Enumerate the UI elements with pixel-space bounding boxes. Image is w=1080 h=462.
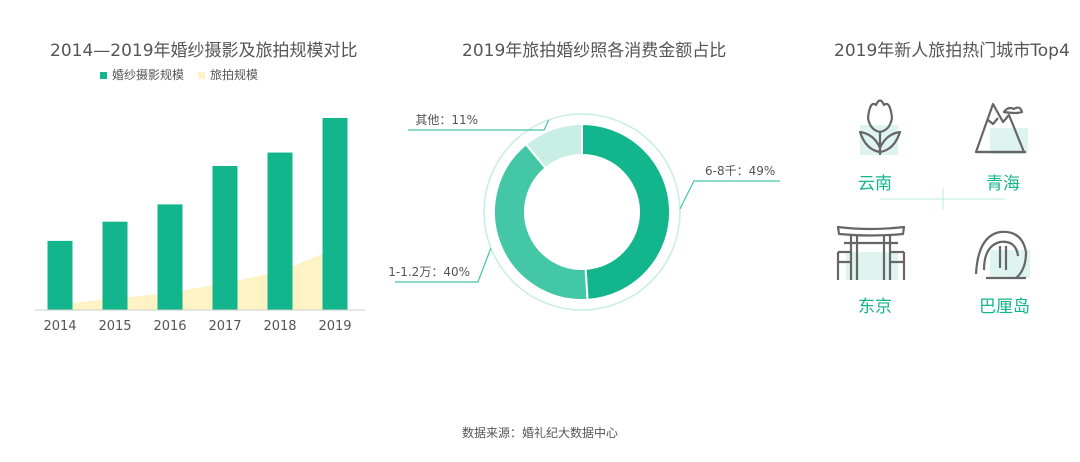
x-tick-label-2019: 2019: [318, 319, 351, 334]
series-area-travel: [60, 248, 335, 310]
palm-tree-icon: [974, 230, 1030, 280]
mountain-icon: [974, 102, 1028, 154]
donut-slice-1: [493, 142, 589, 301]
bar-2019: [322, 118, 348, 310]
x-tick-label-2017: 2017: [208, 319, 241, 334]
legend-item-travel: 旅拍规模: [198, 66, 258, 83]
legend-item-wedding: 婚纱摄影规模: [100, 66, 184, 83]
donut-outer-ring: [483, 113, 681, 311]
donut-chart-title: 2019年旅拍婚纱照各消费金额占比: [462, 41, 727, 61]
city-label-qinghai: 青海: [986, 174, 1020, 194]
tulip-icon: [858, 99, 902, 155]
city-label-yunnan: 云南: [858, 174, 892, 194]
bar-2016: [157, 204, 183, 310]
data-source-note: 数据来源：婚礼纪大数据中心: [461, 426, 618, 440]
slice-label-1: 1-1.2万：40%: [388, 265, 470, 279]
x-tick-label-2016: 2016: [153, 319, 186, 334]
slice-label-0: 6-8千：49%: [705, 164, 775, 178]
city-label-bali: 巴厘岛: [979, 297, 1030, 317]
bar-2015: [102, 221, 128, 310]
x-tick-label-2015: 2015: [98, 319, 131, 334]
slice-label-2: 其他：11%: [415, 113, 478, 127]
legend-label-wedding: 婚纱摄影规模: [112, 68, 185, 82]
leader-line-2: [408, 119, 550, 131]
x-tick-label-2018: 2018: [263, 319, 296, 334]
donut-slice-2: [524, 122, 583, 170]
legend-swatch-wedding: [100, 72, 107, 79]
bar-2014: [47, 240, 73, 310]
leader-line-1: [395, 247, 492, 283]
bar-2018: [267, 152, 293, 310]
torii-gate-icon: [836, 225, 906, 280]
city-label-tokyo: 东京: [858, 297, 892, 317]
legend-label-travel: 旅拍规模: [210, 68, 259, 82]
donut-slice-0: [581, 122, 672, 301]
bar-chart-legend: 婚纱摄影规模 旅拍规模: [100, 66, 258, 83]
leader-line-0: [679, 180, 780, 210]
legend-swatch-travel: [198, 72, 206, 79]
x-tick-label-2014: 2014: [43, 319, 76, 334]
top4-title: 2019年新人旅拍热门城市Top4: [834, 41, 1070, 61]
bar-chart-title: 2014—2019年婚纱摄影及旅拍规模对比: [50, 41, 358, 61]
bar-2017: [212, 166, 238, 310]
